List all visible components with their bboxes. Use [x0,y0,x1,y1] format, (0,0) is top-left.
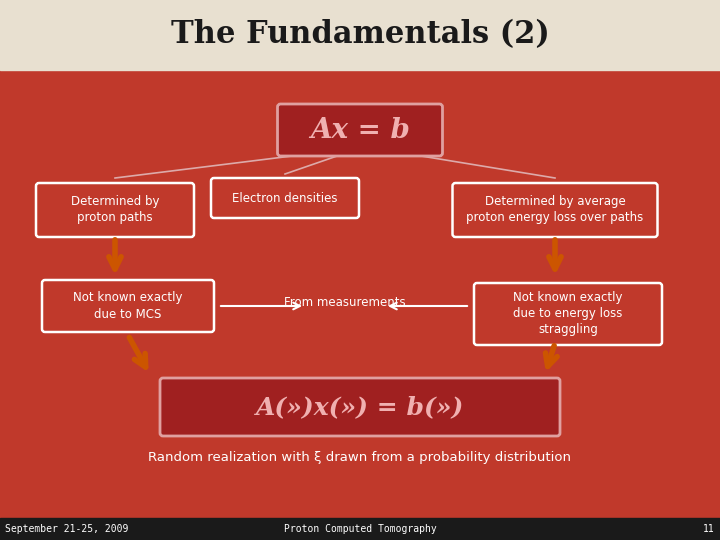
Text: The Fundamentals (2): The Fundamentals (2) [171,19,549,51]
Text: A(»)x(») = b(»): A(»)x(») = b(») [256,395,464,419]
FancyBboxPatch shape [474,283,662,345]
Text: Not known exactly
due to MCS: Not known exactly due to MCS [73,292,183,321]
Text: From measurements: From measurements [284,295,406,308]
Text: Determined by
proton paths: Determined by proton paths [71,195,159,225]
Text: Determined by average
proton energy loss over paths: Determined by average proton energy loss… [467,195,644,225]
Text: 11: 11 [703,524,715,534]
Bar [0,0,720,70]
Bar [0,518,720,540]
FancyBboxPatch shape [277,104,443,156]
FancyBboxPatch shape [36,183,194,237]
FancyBboxPatch shape [160,378,560,436]
Text: Proton Computed Tomography: Proton Computed Tomography [284,524,436,534]
Text: Ax = b: Ax = b [310,117,410,144]
FancyBboxPatch shape [452,183,657,237]
Text: Electron densities: Electron densities [233,192,338,205]
Polygon shape [0,0,720,52]
FancyBboxPatch shape [211,178,359,218]
Text: September 21-25, 2009: September 21-25, 2009 [5,524,128,534]
Text: Not known exactly
due to energy loss
straggling: Not known exactly due to energy loss str… [513,292,623,336]
FancyBboxPatch shape [42,280,214,332]
Text: Random realization with ξ drawn from a probability distribution: Random realization with ξ drawn from a p… [148,451,572,464]
